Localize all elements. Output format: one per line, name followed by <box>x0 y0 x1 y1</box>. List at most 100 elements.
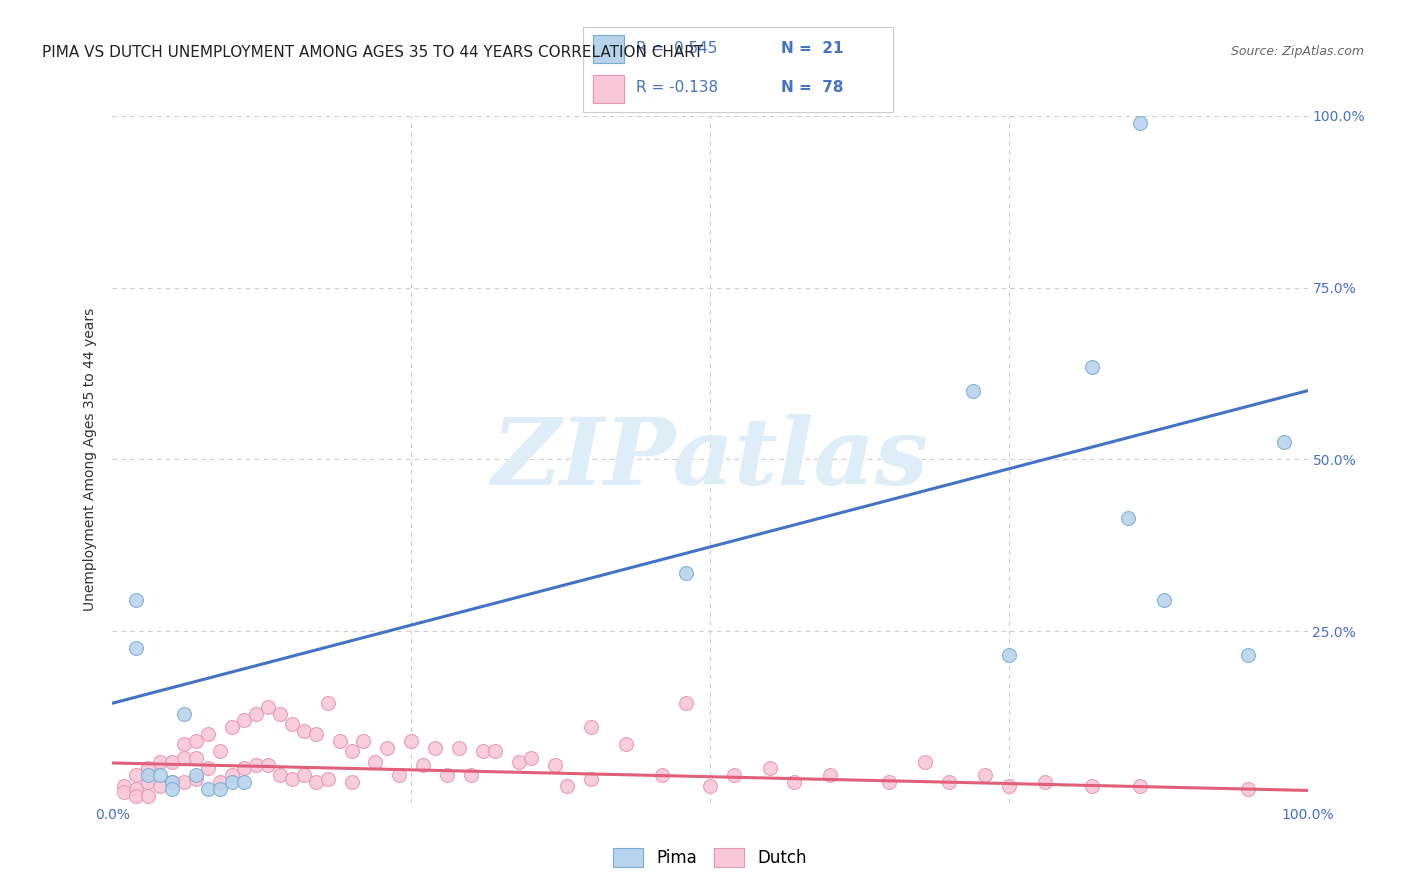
Point <box>138 762 160 776</box>
Point <box>401 734 423 748</box>
Point <box>197 762 219 776</box>
Text: PIMA VS DUTCH UNEMPLOYMENT AMONG AGES 35 TO 44 YEARS CORRELATION CHART: PIMA VS DUTCH UNEMPLOYMENT AMONG AGES 35… <box>42 45 703 60</box>
Point <box>1129 116 1152 130</box>
Point <box>723 768 745 782</box>
Point <box>579 772 602 786</box>
Point <box>209 775 232 789</box>
Point <box>447 740 470 755</box>
Point <box>269 768 291 782</box>
Point <box>1272 435 1295 450</box>
Point <box>1153 593 1175 607</box>
FancyBboxPatch shape <box>593 75 624 103</box>
Point <box>340 744 363 758</box>
Point <box>675 696 697 710</box>
Point <box>149 768 172 782</box>
Point <box>162 775 183 789</box>
Point <box>114 779 135 793</box>
Text: ZIPatlas: ZIPatlas <box>492 415 928 504</box>
Point <box>186 734 208 748</box>
Point <box>759 762 782 776</box>
Text: R = -0.138: R = -0.138 <box>636 80 718 95</box>
Point <box>1129 779 1152 793</box>
Point <box>138 768 160 782</box>
Point <box>245 706 267 721</box>
Point <box>233 714 256 728</box>
Point <box>364 755 387 769</box>
Point <box>316 696 339 710</box>
Point <box>162 775 183 789</box>
Point <box>221 775 243 789</box>
Point <box>651 768 673 782</box>
Point <box>233 762 256 776</box>
Point <box>472 744 495 758</box>
Y-axis label: Unemployment Among Ages 35 to 44 years: Unemployment Among Ages 35 to 44 years <box>83 308 97 611</box>
Point <box>114 785 135 799</box>
Point <box>818 768 841 782</box>
Point <box>221 720 243 734</box>
Point <box>508 755 530 769</box>
Point <box>616 738 638 752</box>
Point <box>281 772 304 786</box>
Point <box>186 751 208 765</box>
Point <box>281 716 304 731</box>
Point <box>1237 648 1260 662</box>
Point <box>1033 775 1056 789</box>
Text: N =  21: N = 21 <box>782 41 844 56</box>
Point <box>125 782 148 797</box>
Point <box>1237 782 1260 797</box>
Point <box>460 768 482 782</box>
Point <box>162 782 183 797</box>
Point <box>377 740 399 755</box>
Point <box>125 789 148 803</box>
Point <box>782 775 804 789</box>
Point <box>209 744 232 758</box>
Point <box>484 744 506 758</box>
Point <box>257 699 280 714</box>
Point <box>579 720 602 734</box>
Point <box>938 775 960 789</box>
Point <box>173 775 195 789</box>
Point <box>879 775 901 789</box>
Point <box>412 758 434 772</box>
Point <box>173 751 195 765</box>
Point <box>388 768 411 782</box>
Point <box>543 758 565 772</box>
Legend: Pima, Dutch: Pima, Dutch <box>606 841 814 873</box>
Point <box>520 751 543 765</box>
Point <box>173 706 195 721</box>
Point <box>675 566 697 580</box>
Point <box>149 755 172 769</box>
Point <box>186 772 208 786</box>
Point <box>221 768 243 782</box>
Point <box>269 706 291 721</box>
Point <box>1118 510 1140 524</box>
Point <box>197 782 219 797</box>
Point <box>340 775 363 789</box>
Point <box>352 734 374 748</box>
Text: Source: ZipAtlas.com: Source: ZipAtlas.com <box>1230 45 1364 58</box>
Point <box>162 755 183 769</box>
Point <box>316 772 339 786</box>
Point <box>125 593 148 607</box>
Point <box>329 734 352 748</box>
Point <box>699 779 721 793</box>
Point <box>233 775 256 789</box>
Point <box>305 727 328 741</box>
Point <box>245 758 267 772</box>
Point <box>998 779 1021 793</box>
Point <box>1081 779 1104 793</box>
Point <box>125 641 148 656</box>
Point <box>173 738 195 752</box>
Point <box>1081 359 1104 374</box>
Point <box>186 768 208 782</box>
Point <box>257 758 280 772</box>
Point <box>138 775 160 789</box>
Point <box>292 768 315 782</box>
Point <box>914 755 936 769</box>
Point <box>962 384 984 398</box>
Point <box>138 789 160 803</box>
Point <box>305 775 328 789</box>
Point <box>436 768 458 782</box>
Point <box>149 779 172 793</box>
Point <box>998 648 1021 662</box>
